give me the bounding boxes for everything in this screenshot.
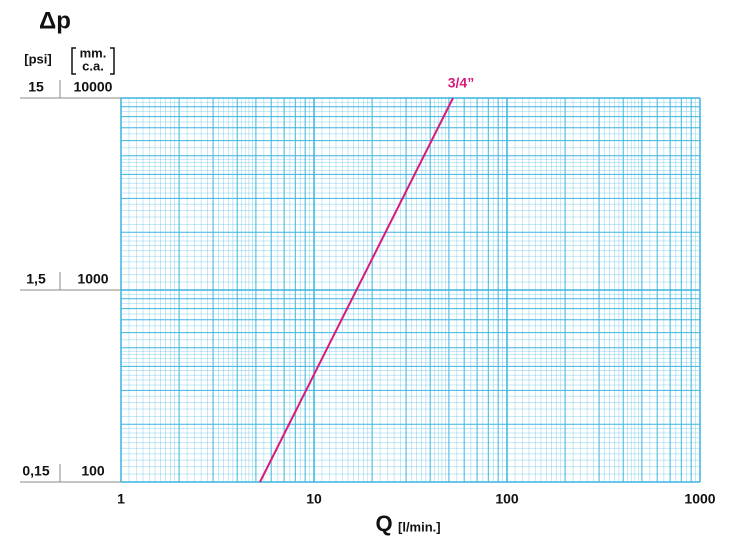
x-tick-label: 100 <box>495 491 519 507</box>
y2-tick-label: 15 <box>28 79 44 95</box>
y-unit: [psi] <box>24 51 51 66</box>
y-tick-label: 10000 <box>74 79 113 95</box>
y-tick-label: 100 <box>81 463 105 479</box>
x-tick-label: 1 <box>117 491 125 507</box>
y-tick-label: 1000 <box>77 271 108 287</box>
data-line <box>259 97 454 483</box>
series-label: 3/4” <box>448 75 474 91</box>
y2-unit: mm. <box>80 45 107 60</box>
x-unit: [l/min.] <box>398 519 441 534</box>
x-tick-label: 10 <box>306 491 322 507</box>
chart-title: Δp <box>39 7 71 34</box>
bracket <box>71 47 115 75</box>
y2-tick-label: 0,15 <box>22 463 49 479</box>
x-tick-label: 1000 <box>684 491 715 507</box>
y2-unit: c.a. <box>82 58 104 73</box>
y2-tick-label: 1,5 <box>26 271 46 287</box>
x-label: Q <box>375 511 392 536</box>
